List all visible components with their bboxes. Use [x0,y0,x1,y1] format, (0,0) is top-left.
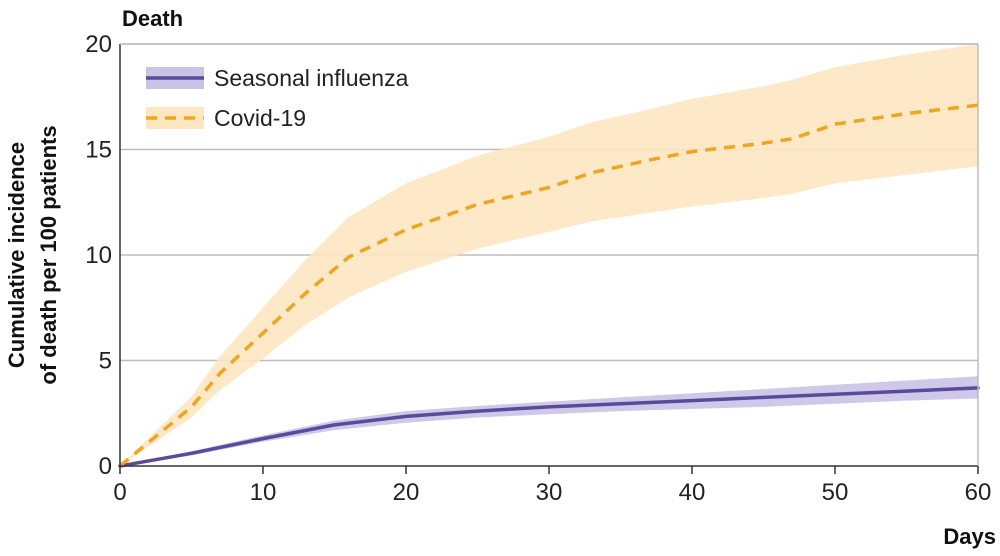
y-axis-title: Cumulative incidence of death per 100 pat… [4,125,61,384]
x-tick-label: 30 [536,479,563,506]
series-line [118,103,979,468]
x-axis-title: Days [943,524,996,549]
series-line [118,386,980,468]
legend-label: Covid-19 [214,105,306,131]
tick-labels: 0 5 10 15 20 0 10 20 30 40 50 60 [85,31,991,506]
x-tick-label: 40 [679,479,706,506]
legend: Seasonal influenza Covid-19 [146,65,409,131]
x-tick-label: 20 [393,479,420,506]
x-tick-label: 60 [965,479,992,506]
y-tick-label: 15 [85,137,112,164]
y-tick-label: 20 [85,31,112,58]
x-tick-label: 10 [250,479,277,506]
y-tick-label: 0 [99,453,112,480]
y-tick-label: 10 [85,242,112,269]
chart-title: Death [122,6,183,31]
series-lines [118,103,980,468]
confidence-band [120,376,978,466]
axes [119,43,979,474]
confidence-band [120,44,978,466]
y-tick-label: 5 [99,348,112,375]
x-tick-label: 0 [113,479,126,506]
y-axis-title-line: of death per 100 patients [36,125,61,384]
y-axis-title-line: Cumulative incidence [4,142,29,368]
x-tick-label: 50 [822,479,849,506]
legend-label: Seasonal influenza [214,65,409,91]
